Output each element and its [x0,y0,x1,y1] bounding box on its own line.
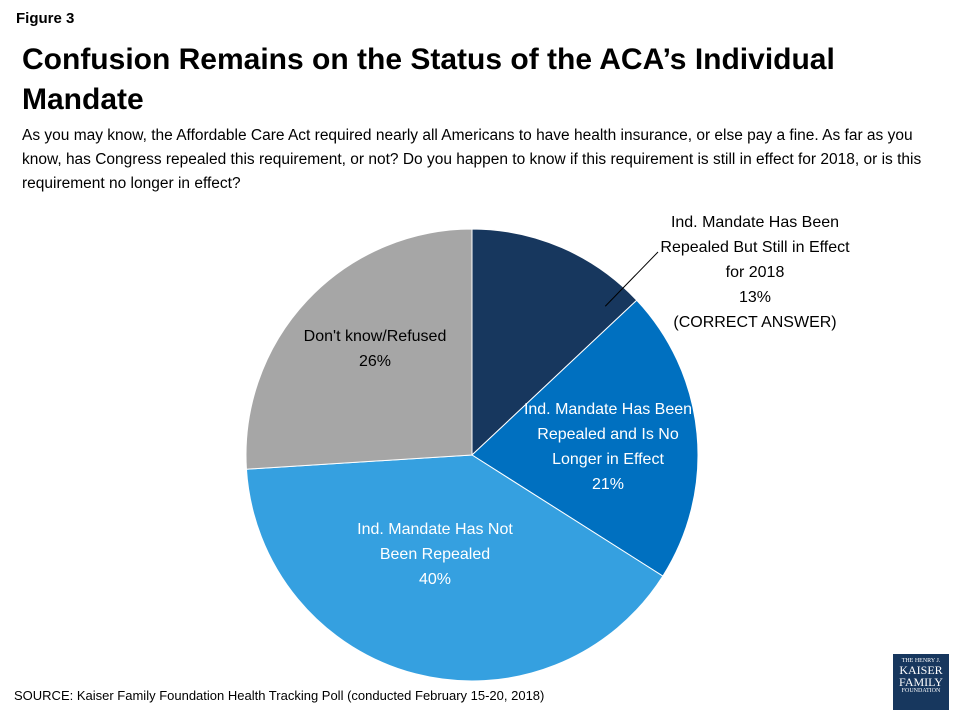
logo-line: FOUNDATION [901,688,941,694]
logo: THE HENRY J. KAISER FAMILY FOUNDATION [893,654,949,710]
logo-line: FAMILY [899,675,943,689]
pie-slice [471,228,638,457]
slice-name: Ind. Mandate Has Been Repealed But Still… [660,214,850,281]
slice-label: Ind. Mandate Has Been Repealed and Is No… [518,397,698,497]
logo-line: KAISER [899,663,943,677]
slice-label: Ind. Mandate Has Been Repealed But Still… [650,210,860,335]
slice-name: Ind. Mandate Has Not Been Repealed [357,521,513,563]
leader-line [604,251,659,307]
logo-line: THE HENRY J. [901,658,941,664]
pie-slice [471,299,699,577]
slice-value: 21% [591,476,625,493]
slice-name: Ind. Mandate Has Been Repealed and Is No… [523,401,693,468]
slice-value: 40% [418,571,452,588]
slice-label: Don't know/Refused 26% [300,324,450,374]
annotation: (CORRECT ANSWER) [673,314,837,331]
slice-name: Don't know/Refused [303,328,447,345]
figure-label: Figure 3 [16,10,75,27]
pie-slice [245,454,664,682]
chart-subtitle: As you may know, the Affordable Care Act… [22,127,922,192]
chart-title: Confusion Remains on the Status of the A… [22,43,835,116]
source: SOURCE: Kaiser Family Foundation Health … [14,688,545,703]
slice-value: 13% [738,289,772,306]
slice-label: Ind. Mandate Has Not Been Repealed 40% [340,517,530,592]
slice-value: 26% [358,353,392,370]
pie-slice [245,228,473,470]
